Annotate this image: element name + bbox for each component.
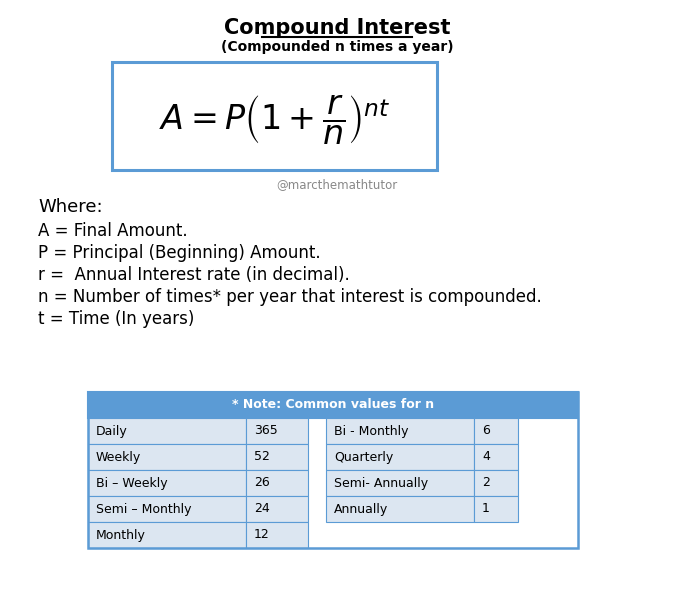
Text: 26: 26 (254, 476, 270, 489)
FancyBboxPatch shape (88, 470, 246, 496)
Text: Annually: Annually (334, 502, 388, 516)
Text: Bi – Weekly: Bi – Weekly (96, 476, 168, 489)
Text: (Compounded n times a year): (Compounded n times a year) (220, 40, 454, 54)
Text: 6: 6 (482, 424, 490, 438)
Text: r =  Annual Interest rate (in decimal).: r = Annual Interest rate (in decimal). (38, 266, 350, 284)
Text: 24: 24 (254, 502, 270, 516)
FancyBboxPatch shape (88, 522, 246, 548)
FancyBboxPatch shape (88, 418, 246, 444)
FancyBboxPatch shape (474, 470, 518, 496)
Text: t = Time (In years): t = Time (In years) (38, 310, 194, 328)
Text: n = Number of times* per year that interest is compounded.: n = Number of times* per year that inter… (38, 288, 542, 306)
FancyBboxPatch shape (474, 418, 518, 444)
FancyBboxPatch shape (246, 444, 308, 470)
FancyBboxPatch shape (474, 444, 518, 470)
FancyBboxPatch shape (326, 496, 474, 522)
Text: 2: 2 (482, 476, 490, 489)
Text: Semi – Monthly: Semi – Monthly (96, 502, 191, 516)
Text: 52: 52 (254, 451, 270, 464)
FancyBboxPatch shape (88, 444, 246, 470)
Text: Compound Interest: Compound Interest (224, 18, 450, 38)
Text: $A = P\left(1 + \dfrac{r}{n}\right)^{nt}$: $A = P\left(1 + \dfrac{r}{n}\right)^{nt}… (159, 93, 390, 147)
FancyBboxPatch shape (112, 62, 437, 170)
Text: Monthly: Monthly (96, 529, 146, 542)
FancyBboxPatch shape (246, 470, 308, 496)
FancyBboxPatch shape (88, 496, 246, 522)
FancyBboxPatch shape (246, 522, 308, 548)
Text: 365: 365 (254, 424, 278, 438)
Text: P = Principal (Beginning) Amount.: P = Principal (Beginning) Amount. (38, 244, 321, 262)
Text: A = Final Amount.: A = Final Amount. (38, 222, 187, 240)
Text: Bi - Monthly: Bi - Monthly (334, 424, 408, 438)
Text: Weekly: Weekly (96, 451, 142, 464)
Text: Semi- Annually: Semi- Annually (334, 476, 428, 489)
Text: * Note: Common values for n: * Note: Common values for n (232, 398, 434, 411)
FancyBboxPatch shape (326, 444, 474, 470)
Text: 4: 4 (482, 451, 490, 464)
FancyBboxPatch shape (246, 496, 308, 522)
Text: Where:: Where: (38, 198, 102, 216)
Text: Quarterly: Quarterly (334, 451, 393, 464)
FancyBboxPatch shape (326, 470, 474, 496)
FancyBboxPatch shape (88, 392, 578, 418)
FancyBboxPatch shape (246, 418, 308, 444)
Text: 1: 1 (482, 502, 490, 516)
FancyBboxPatch shape (474, 496, 518, 522)
Text: 12: 12 (254, 529, 270, 542)
FancyBboxPatch shape (326, 418, 474, 444)
Text: @marcthemathtutor: @marcthemathtutor (276, 178, 398, 191)
Text: Daily: Daily (96, 424, 128, 438)
